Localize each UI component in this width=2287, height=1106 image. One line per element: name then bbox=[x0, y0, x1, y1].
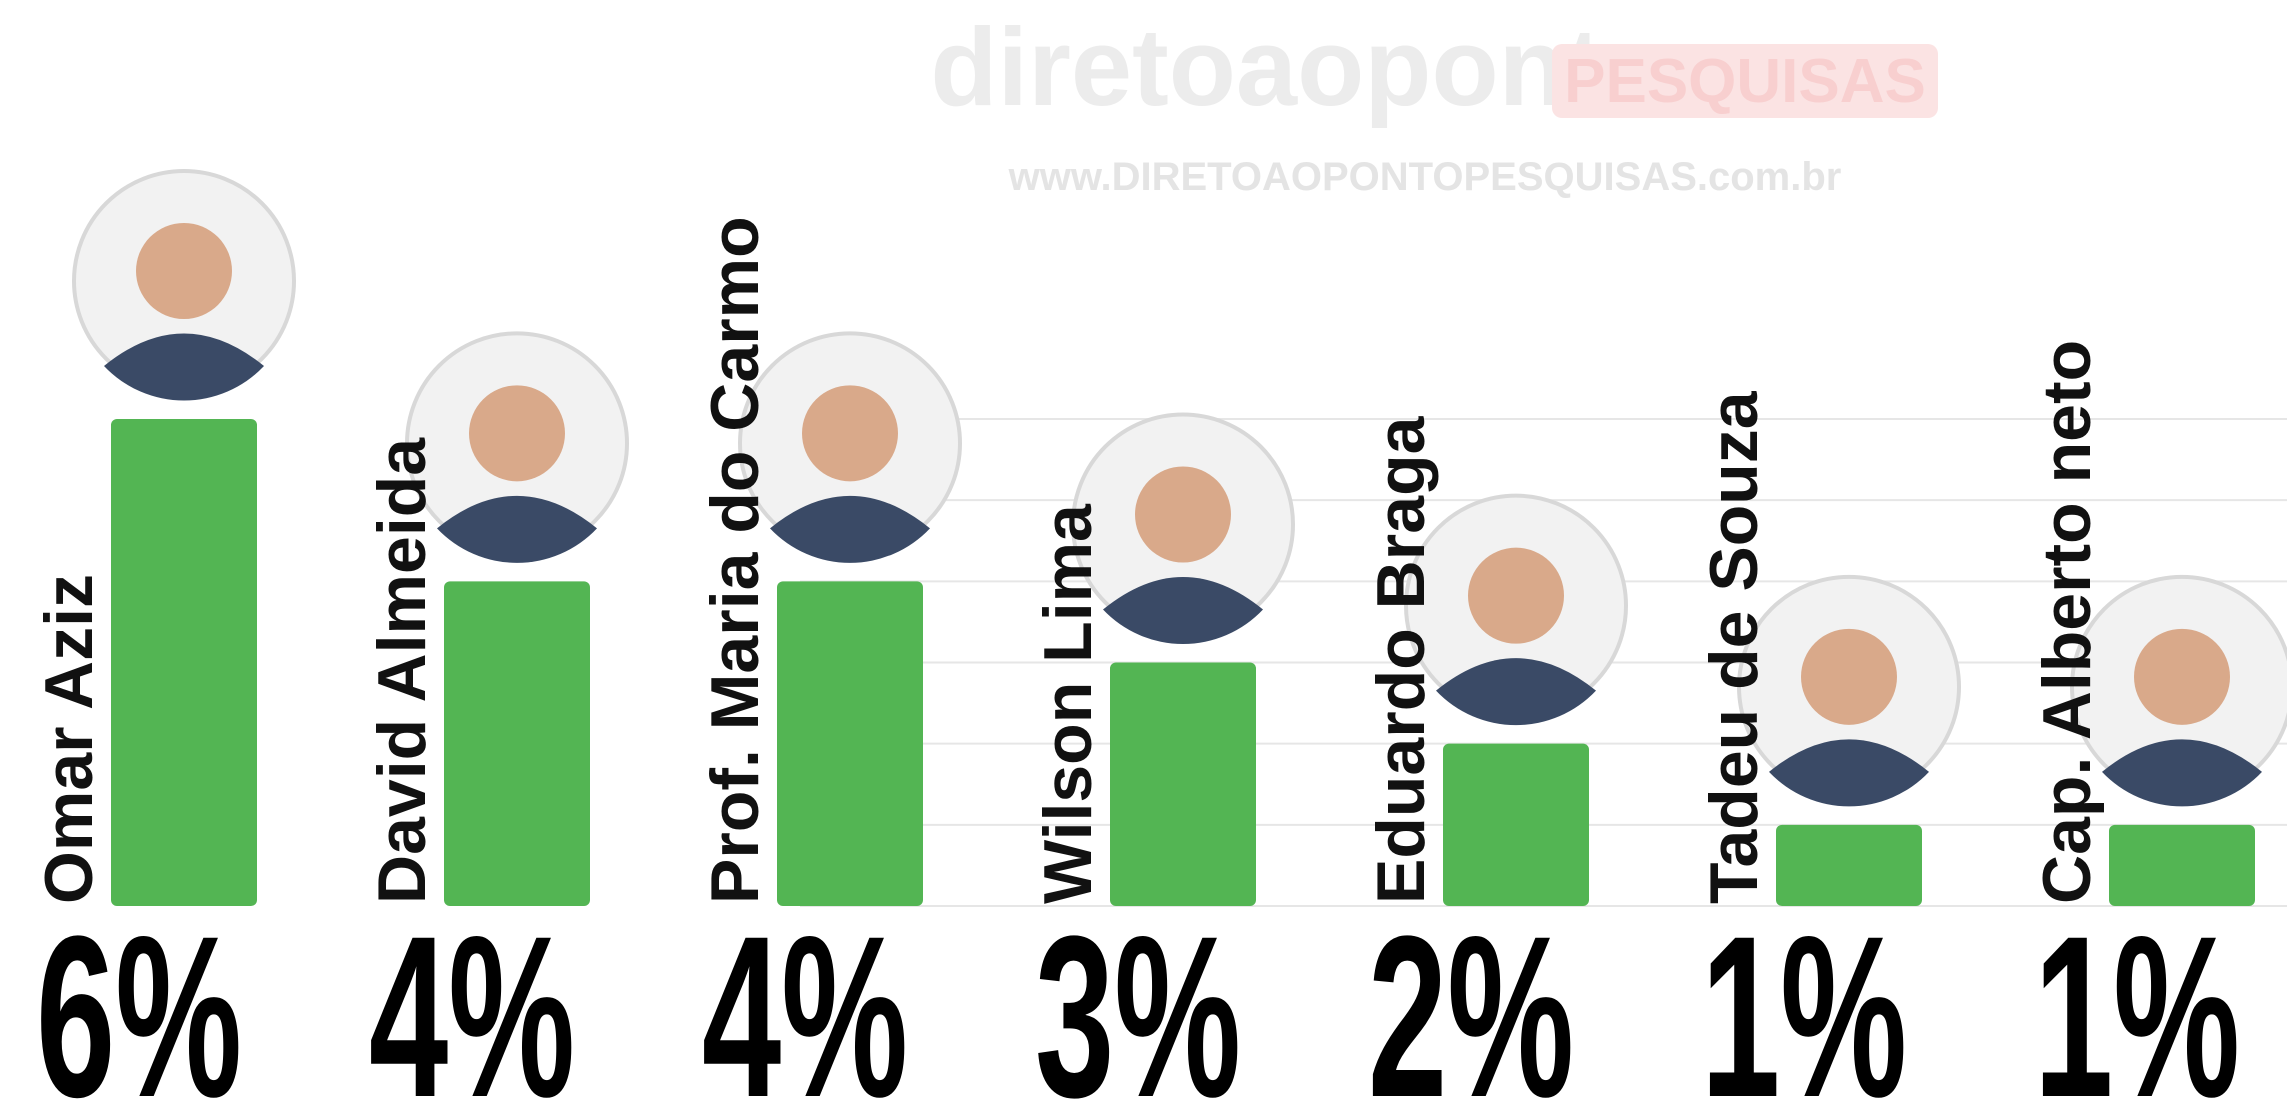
portrait-face bbox=[1801, 629, 1897, 725]
candidate-name: Prof. Maria do Carmo bbox=[697, 216, 773, 904]
value-label: 4% bbox=[369, 888, 575, 1106]
bar bbox=[111, 419, 257, 906]
value-label: 6% bbox=[36, 888, 242, 1106]
portrait-face bbox=[1135, 467, 1231, 563]
candidate-name: Wilson Lima bbox=[1030, 503, 1106, 904]
brand-tag: PESQUISAS bbox=[1564, 47, 1926, 116]
bar bbox=[777, 581, 923, 906]
value-label: 3% bbox=[1035, 888, 1241, 1106]
value-label: 4% bbox=[702, 888, 908, 1106]
candidate-name: Eduardo Braga bbox=[1363, 415, 1439, 904]
portrait-face bbox=[136, 223, 232, 319]
bar bbox=[1110, 663, 1256, 907]
value-label: 2% bbox=[1368, 888, 1574, 1106]
candidate-name: Tadeu de Souza bbox=[1696, 390, 1772, 904]
candidate-name: Omar Aziz bbox=[31, 574, 107, 904]
brand-url: www.DIRETOAOPONTOPESQUISAS.com.br bbox=[1008, 155, 1842, 199]
candidate-name: David Almeida bbox=[364, 437, 440, 904]
bar bbox=[1443, 744, 1589, 906]
portrait-face bbox=[802, 385, 898, 481]
portrait-face bbox=[2134, 629, 2230, 725]
bar bbox=[444, 581, 590, 906]
portrait-face bbox=[1468, 548, 1564, 644]
value-label: 1% bbox=[2034, 888, 2240, 1106]
portrait-face bbox=[469, 385, 565, 481]
value-label: 1% bbox=[1701, 888, 1907, 1106]
chart: diretoaoponto PESQUISAS www.DIRETOAOPONT… bbox=[0, 0, 2287, 1106]
candidate-name: Cap. Alberto neto bbox=[2029, 340, 2105, 904]
